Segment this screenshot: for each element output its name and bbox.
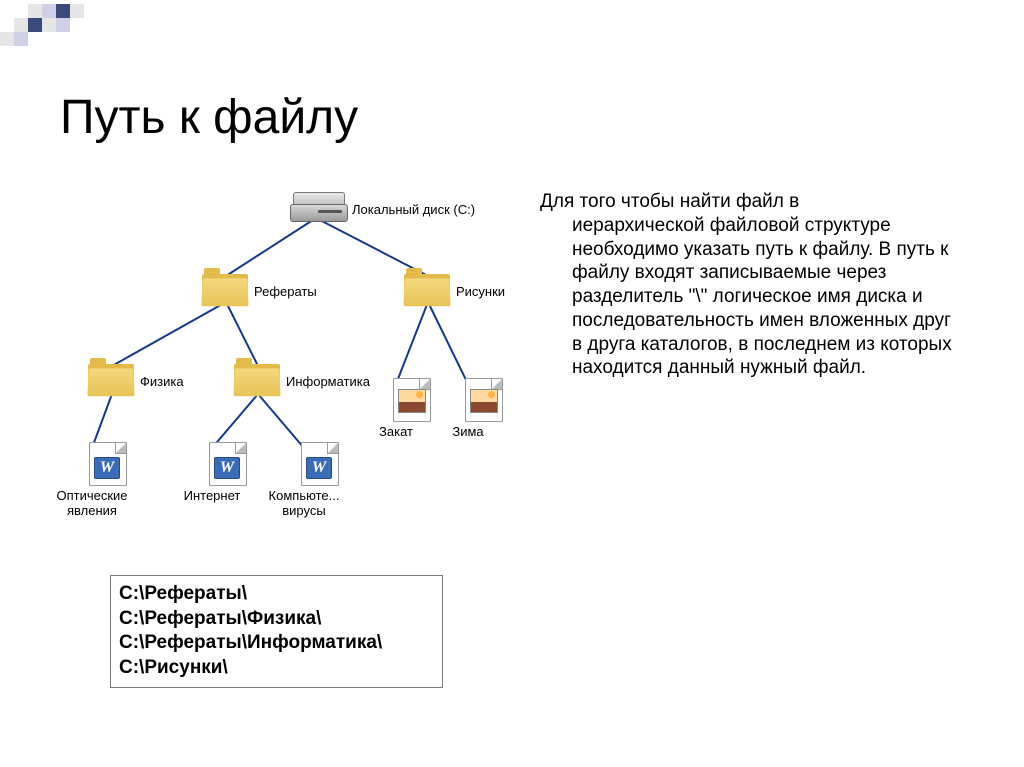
decor-square [28,4,42,18]
tree-node-phys: Физика [88,358,134,396]
folder-icon [202,268,248,306]
word-doc-icon: W [209,442,247,486]
tree-node-refs: Рефераты [202,268,248,306]
body-rest: иерархической файловой структуре необход… [540,214,960,380]
tree-node-virus: WКомпьюте... вирусы [286,442,354,519]
tree-node-info: Информатика [234,358,280,396]
node-label: Компьюте... вирусы [254,489,354,519]
node-label: Зима [418,425,518,440]
folder-icon [404,268,450,306]
decor-square [0,32,14,46]
decor-square [28,18,42,32]
tree-node-disk: Локальный диск (C:) [290,190,346,220]
disk-icon [290,190,346,220]
path-line: C:\Рисунки\ [119,656,382,681]
decor-square [56,4,70,18]
node-label: Интернет [162,489,262,504]
node-label: Рефераты [254,285,374,300]
filesystem-tree: Локальный диск (C:) Рефераты Рисунки Физика… [40,190,520,500]
body-paragraph: Для того чтобы найти файл в иерархическо… [540,190,960,380]
node-label: Оптические явления [42,489,142,519]
tree-node-inet: WИнтернет [194,442,262,504]
tree-node-optics: WОптические явления [74,442,142,519]
image-file-icon [465,378,503,422]
path-line: C:\Рефераты\Физика\ [119,607,382,632]
image-file-icon [393,378,431,422]
word-doc-icon: W [89,442,127,486]
body-first-line: Для того чтобы найти файл в [540,191,799,212]
decor-square [56,18,70,32]
folder-icon [234,358,280,396]
decor-square [14,18,28,32]
tree-node-winter: Зима [450,378,518,440]
decor-square [14,32,28,46]
paths-box: C:\Рефераты\C:\Рефераты\Физика\C:\Рефера… [110,575,443,688]
decor-square [42,4,56,18]
path-line: C:\Рефераты\Информатика\ [119,631,382,656]
folder-icon [88,358,134,396]
decor-square [70,4,84,18]
word-doc-icon: W [301,442,339,486]
tree-node-pics: Рисунки [404,268,450,306]
decor-square [42,18,56,32]
slide-title: Путь к файлу [60,90,358,145]
node-label: Локальный диск (C:) [352,203,502,218]
path-line: C:\Рефераты\ [119,582,382,607]
